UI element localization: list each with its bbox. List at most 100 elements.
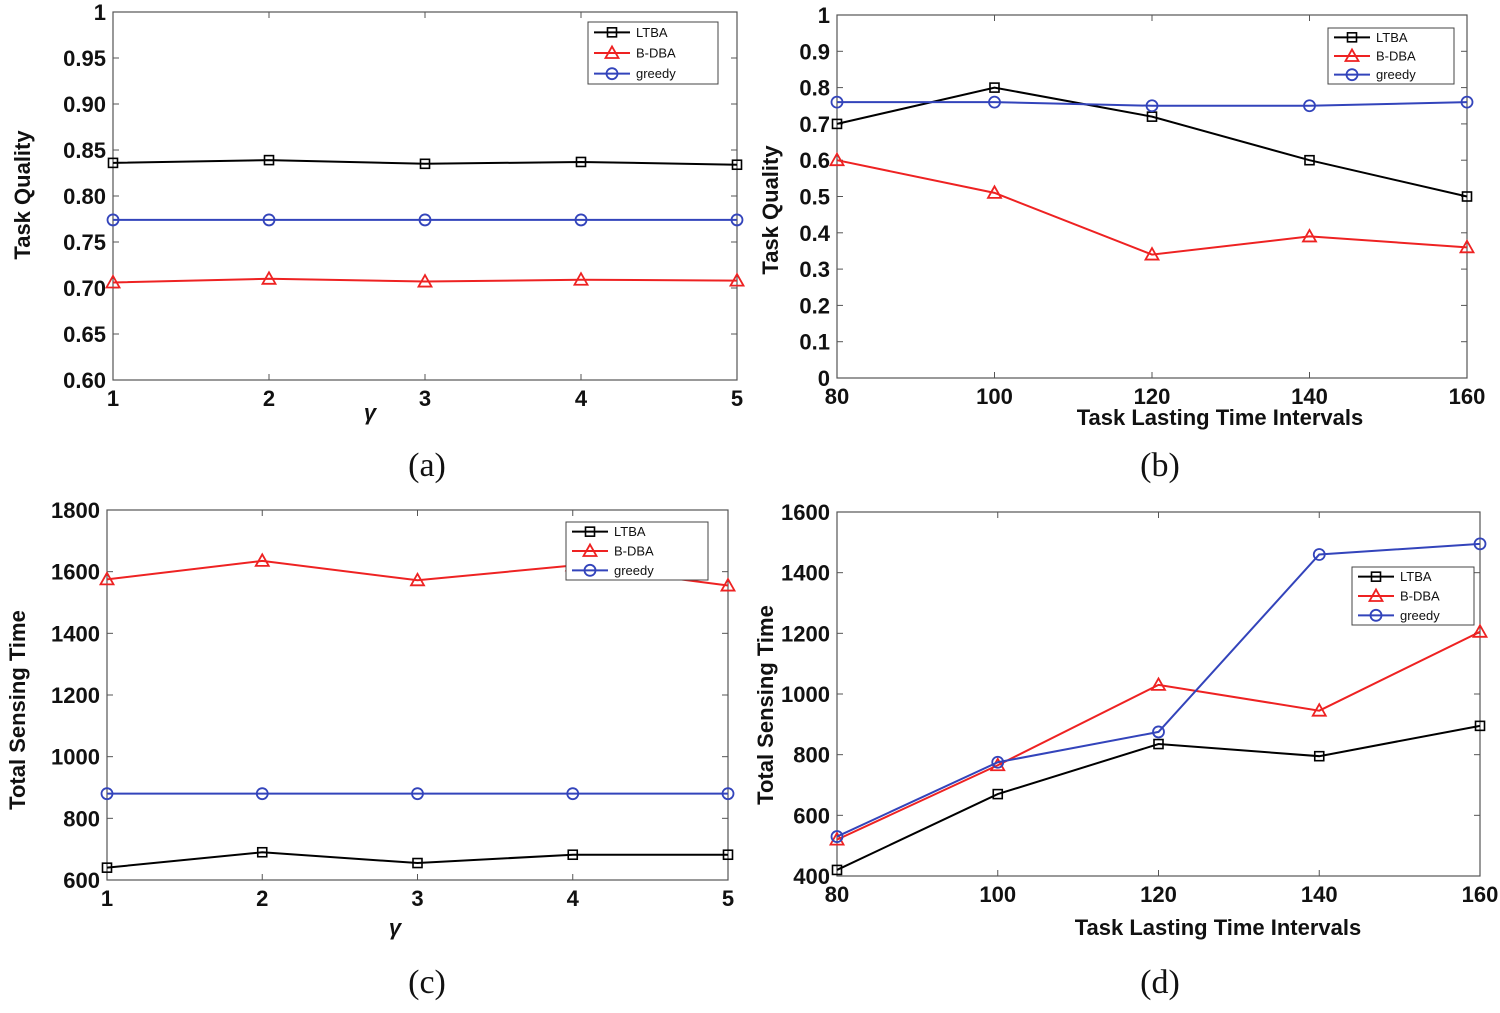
series-line-ltba [836,724,1481,871]
x-tick-label: 160 [1462,882,1499,907]
y-tick-label: 1000 [51,745,100,770]
y-tick-label: 1 [818,3,830,28]
legend-label-greedy: greedy [636,66,676,81]
data-point-b-dba [1471,623,1489,638]
y-tick-label: 1400 [781,561,830,586]
data-point-greedy [418,213,432,227]
y-tick-label: 0.95 [63,46,106,71]
panel-a-chart: 0.60 0.65 0.70 0.75 0.80 0.85 0.90 0.95 1 1 2 3 4 5 γ T… [10,0,746,484]
caption-b: (b) [1140,447,1180,484]
data-point-b-dba [1150,676,1167,691]
x-tick-label: 2 [263,386,275,411]
y-tick-label: 0 [818,366,830,391]
series-line-b-dba [112,277,738,284]
x-tick-label: 4 [575,386,588,411]
data-point-ltba [1153,738,1164,750]
legend-a: LTBA B-DBA greedy [587,21,719,85]
series-line-ltba [106,851,728,869]
data-point-b-dba [828,151,846,167]
x-tick-label: 80 [825,384,849,409]
legend-marker-greedy [583,563,597,577]
legend-label-ltba: LTBA [614,524,646,539]
data-point-b-dba [828,831,846,846]
data-point-ltba [567,849,579,861]
y-tick-label: 0.60 [63,368,106,393]
data-point-ltba [989,82,1000,93]
legend-marker-ltba [1370,571,1382,582]
x-axis-label-c: γ [389,915,403,940]
legend-label-b-dba: B-DBA [636,46,676,61]
y-tick-label: 400 [793,864,830,889]
data-point-greedy [566,787,580,801]
series-line-b-dba [836,159,1468,256]
y-axis-label-a: Task Quality [10,130,35,260]
data-point-greedy [262,213,276,227]
y-tick-label: 0.8 [799,76,830,101]
data-point-b-dba [728,272,746,287]
series-line-greedy [836,542,1481,838]
y-tick-label: 0.85 [63,138,106,163]
data-point-b-dba [986,184,1003,199]
data-point-greedy [721,787,735,801]
y-tick-label: 0.3 [799,257,830,282]
data-point-greedy [730,213,744,227]
y-tick-label: 0.7 [799,112,830,137]
panel-c-chart: 600 800 1000 1200 1400 1600 1800 1 2 3 4 5 γ Total Se… [5,498,737,1001]
x-tick-label: 3 [411,886,423,911]
y-axis-label-c: Total Sensing Time [5,610,30,810]
y-tick-label: 1200 [51,683,100,708]
legend-d: LTBA B-DBA greedy [1351,566,1475,626]
y-axis-label-d: Total Sensing Time [753,605,778,805]
data-point-greedy [574,213,588,227]
legend-label-greedy: greedy [614,563,654,578]
x-tick-label: 2 [256,886,268,911]
data-point-ltba [107,157,119,169]
data-point-b-dba [1143,246,1161,261]
data-point-ltba [1474,720,1486,732]
data-point-ltba [731,159,743,171]
data-point-ltba [256,846,268,858]
y-tick-label: 600 [63,868,100,893]
data-point-b-dba [98,571,116,586]
data-point-ltba [1461,191,1473,202]
x-axis-label-d: Task Lasting Time Intervals [1075,915,1362,940]
y-tick-label: 0.70 [63,276,106,301]
x-tick-label: 80 [825,882,849,907]
data-point-greedy [1303,99,1316,113]
data-point-greedy [830,95,844,109]
legend-marker-ltba [584,526,596,537]
legend-label-greedy: greedy [1400,608,1440,623]
data-point-b-dba [1311,702,1328,717]
data-point-ltba [722,849,734,861]
data-point-ltba [101,862,113,873]
legend-marker-ltba [606,27,618,38]
legend-marker-greedy [605,67,619,81]
legend-b: LTBA B-DBA greedy [1327,27,1455,85]
x-axis-label-a: γ [364,400,378,425]
data-point-ltba [831,118,843,130]
series-line-ltba [112,159,738,166]
x-tick-label: 5 [722,886,734,911]
data-point-greedy [991,755,1005,769]
y-tick-label: 0.9 [799,39,830,64]
data-point-greedy [255,787,269,801]
x-tick-label: 140 [1301,882,1338,907]
x-tick-label: 3 [419,386,431,411]
y-tick-label: 1800 [51,498,100,523]
y-tick-label: 0.75 [63,230,106,255]
panel-b-chart: 0 0.1 0.2 0.3 0.4 0.5 0.6 0.7 0.8 0.9 1 80 100 120 140… [758,3,1485,484]
data-point-b-dba [719,577,737,592]
y-tick-label: 0.65 [63,322,106,347]
y-tick-label: 0.90 [63,92,106,117]
y-tick-label: 0.2 [799,293,830,318]
x-tick-label: 1 [107,386,119,411]
x-tick-label: 1 [101,886,113,911]
data-point-greedy [106,213,120,227]
data-point-ltba [831,864,843,876]
x-tick-label: 100 [976,384,1013,409]
data-point-greedy [1152,725,1165,739]
x-tick-label: 4 [567,886,580,911]
data-point-ltba [575,156,587,168]
y-tick-label: 1400 [51,621,100,646]
data-point-b-dba [104,274,122,289]
